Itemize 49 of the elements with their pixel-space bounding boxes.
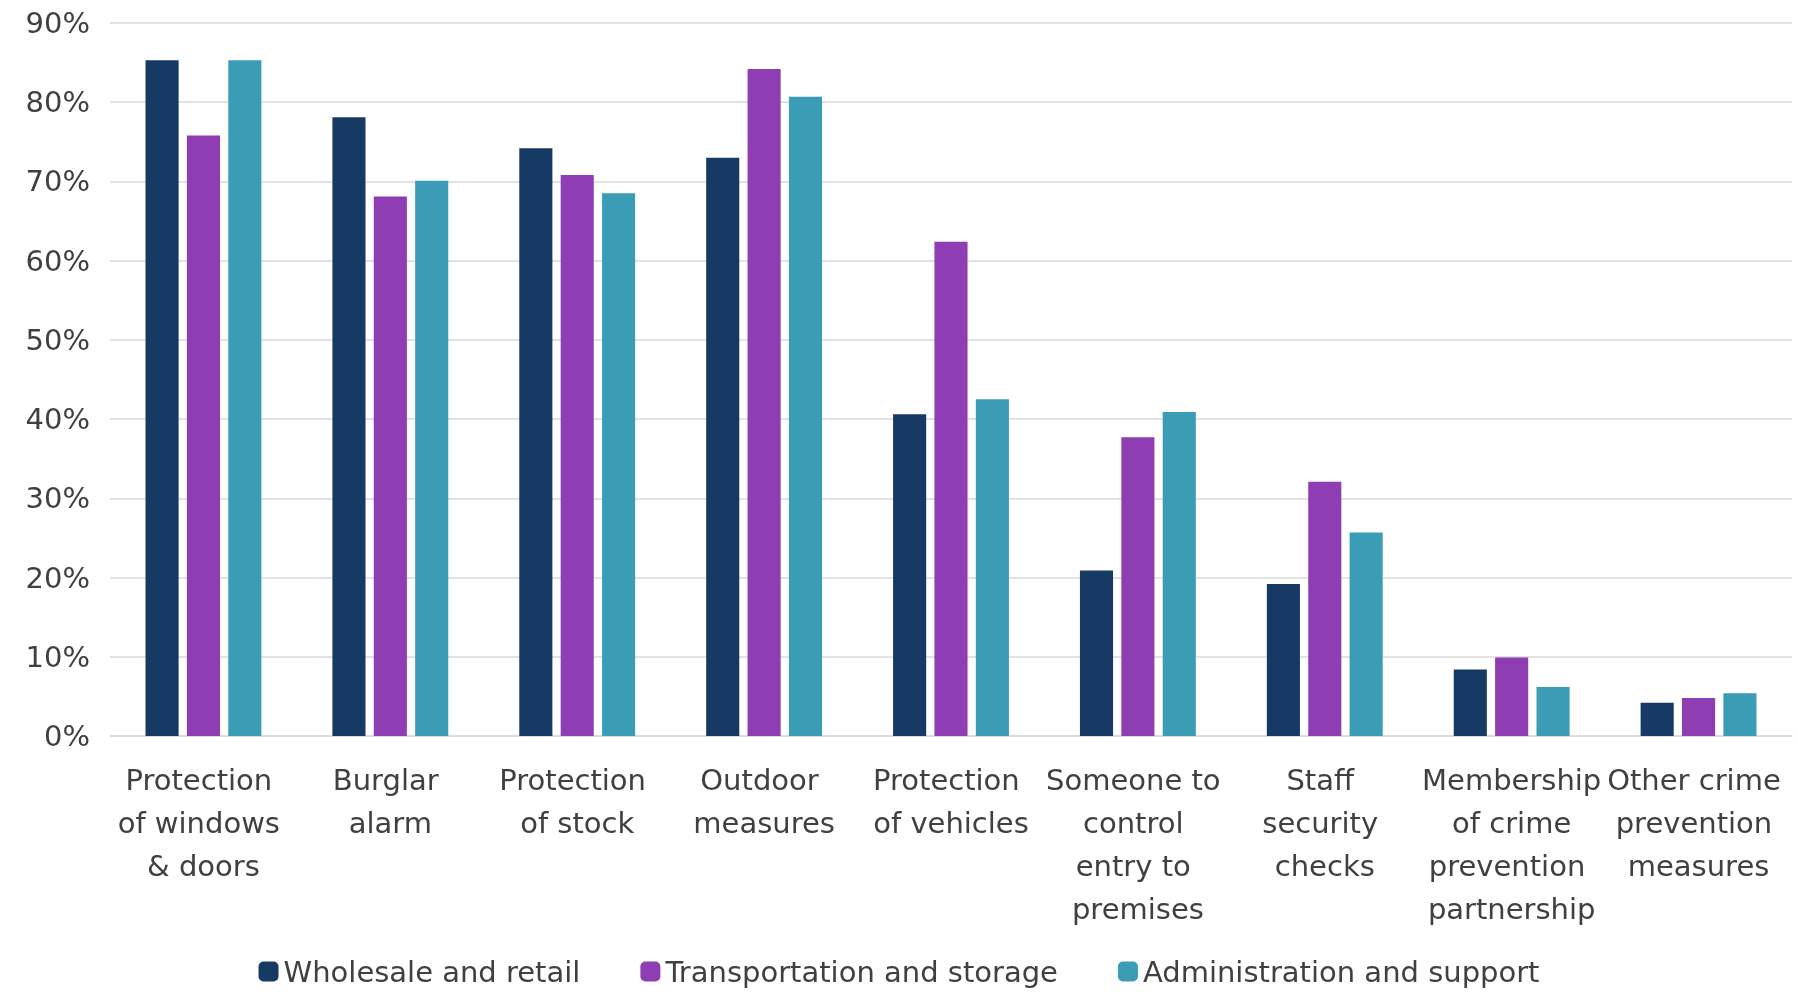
y-tick-label: 30% <box>25 481 90 516</box>
bar <box>1121 437 1155 736</box>
x-tick-label: Membership of crime prevention partnership <box>1422 762 1602 926</box>
bar <box>373 196 407 736</box>
y-tick-label: 0% <box>43 719 90 753</box>
x-tick-label: Protection of stock <box>499 762 656 840</box>
bar <box>1266 583 1300 736</box>
bar <box>228 60 262 736</box>
y-tick-label: 10% <box>25 639 90 674</box>
bar <box>975 399 1009 736</box>
legend-label: Wholesale and retail <box>283 954 581 989</box>
legend-label: Administration and support <box>1142 954 1540 989</box>
x-tick-label: Protection of windows & doors <box>117 762 290 883</box>
legend-label: Transportation and storage <box>664 954 1058 989</box>
x-tick-label: Staff security checks <box>1262 762 1388 883</box>
bar <box>1453 669 1487 736</box>
bar <box>145 60 179 736</box>
y-tick-label: 70% <box>25 164 90 199</box>
x-tick-label: Protection of vehicles <box>873 762 1029 840</box>
y-tick-label: 40% <box>25 402 90 437</box>
x-tick-label: Other crime prevention measures <box>1607 762 1790 883</box>
bar <box>747 68 781 736</box>
bar <box>893 414 927 736</box>
y-tick-label: 50% <box>25 322 90 357</box>
bar <box>519 148 553 736</box>
bar <box>602 193 636 736</box>
bar <box>1640 702 1674 736</box>
bar <box>934 241 968 736</box>
bar <box>1162 411 1196 736</box>
bar <box>1536 686 1570 736</box>
bar <box>1308 481 1342 736</box>
y-tick-label: 20% <box>25 560 90 595</box>
bar <box>186 135 220 736</box>
bar <box>1682 697 1716 736</box>
bar <box>706 157 740 736</box>
x-tick-label: Burglar alarm <box>332 762 448 840</box>
x-tick-label: Outdoor measures <box>693 762 835 840</box>
y-tick-label: 60% <box>25 243 90 278</box>
bar <box>788 96 823 736</box>
bar <box>1723 693 1757 736</box>
bar <box>560 175 594 736</box>
bar <box>415 180 449 736</box>
y-tick-label: 80% <box>25 85 90 120</box>
bar <box>1495 657 1529 736</box>
bar <box>1079 570 1114 736</box>
bar <box>1349 532 1383 736</box>
x-tick-label: Someone to control entry to premises <box>1046 762 1230 926</box>
y-tick-label: 90% <box>25 6 90 40</box>
bar <box>332 117 366 736</box>
